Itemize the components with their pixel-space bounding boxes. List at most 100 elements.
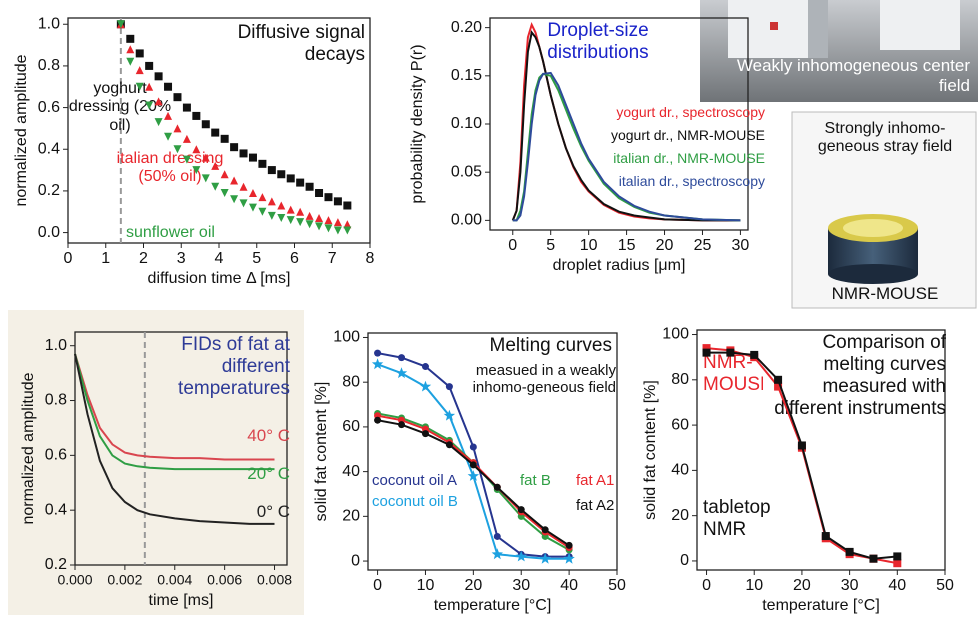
y-tick-label: 0.10 (451, 115, 482, 132)
chart-title: Comparison of melting curves measured wi… (774, 332, 946, 419)
series-label: fat A1 (576, 472, 615, 489)
marker (565, 541, 573, 549)
marker (248, 203, 257, 212)
marker (395, 367, 408, 379)
marker (182, 134, 191, 143)
y-tick-label: 40 (342, 463, 360, 480)
marker (702, 344, 711, 353)
marker (192, 166, 201, 175)
y-tick-label: 80 (671, 371, 689, 388)
series-line (511, 30, 741, 222)
marker (211, 161, 220, 170)
y-tick-label: 0.20 (451, 19, 482, 36)
marker (541, 526, 549, 534)
series-label-box: italian dressing (50% oil) (116, 150, 224, 186)
marker (267, 211, 276, 220)
plot-frame (367, 332, 618, 571)
x-tick-label: 7 (328, 250, 337, 267)
marker (333, 218, 342, 227)
marker (845, 547, 854, 556)
series-label: italian dressing (50% oil) (116, 150, 224, 186)
y-tick-label: 0.00 (451, 212, 482, 229)
marker (135, 82, 144, 91)
marker (220, 170, 229, 179)
marker (145, 101, 154, 110)
marker (296, 207, 305, 216)
y-tick-label: 0 (680, 552, 689, 569)
marker (563, 552, 575, 564)
y-tick-label: 1.0 (38, 15, 60, 32)
x-tick-label: 5 (252, 250, 261, 267)
marker (286, 174, 295, 183)
marker (126, 34, 135, 43)
series-label: tabletop NMR (703, 497, 771, 540)
x-tick-label: 2 (139, 250, 148, 267)
chart-title-box: Comparison of melting curves measured wi… (774, 332, 946, 419)
marker (154, 118, 163, 127)
y-tick-label: 40 (671, 462, 689, 479)
marker (173, 124, 182, 133)
y-tick-label: 0 (351, 552, 360, 569)
device (808, 0, 828, 58)
y-axis-label: normalized amplitude (13, 54, 30, 206)
x-axis-label: diffusion time Δ [ms] (148, 270, 291, 287)
chart-title-box: Melting curves (490, 335, 613, 356)
y-tick-label: 0.0 (38, 224, 60, 241)
marker (343, 201, 352, 210)
plot-frame (696, 329, 946, 571)
y-tick-label: 0.6 (38, 99, 60, 116)
marker (515, 550, 527, 562)
x-tick-label: 0.002 (107, 572, 142, 588)
marker (192, 111, 201, 120)
marker (421, 430, 429, 438)
y-tick-label: 60 (671, 416, 689, 433)
y-axis-label: solid fat content [%] (313, 382, 330, 522)
marker (258, 193, 267, 202)
chart-title: Droplet-size distributions (547, 20, 649, 63)
series-label: coconut oil B (372, 493, 458, 510)
y-tick-label: 80 (342, 373, 360, 390)
photo-caption: Weakly inhomogeneous center field (736, 56, 970, 95)
y-tick-label: 0.15 (451, 67, 482, 84)
series-label-box: tabletop NMR (703, 497, 771, 540)
marker (286, 205, 295, 214)
x-axis-label: droplet radius [μm] (553, 257, 686, 274)
x-tick-label: 15 (618, 237, 636, 254)
series-label-box: yogurt dr., NMR-MOUSE (611, 127, 765, 143)
series-label-box: 40° C (247, 426, 290, 445)
series-label-box: 20° C (247, 464, 290, 483)
x-tick-label: 40 (888, 577, 906, 594)
chart-title-box: Droplet-size distributions (547, 20, 649, 63)
marker (398, 354, 406, 362)
device (880, 0, 960, 50)
marker (164, 132, 173, 141)
plot-frame (74, 331, 288, 566)
marker (201, 120, 210, 129)
marker (277, 170, 286, 179)
x-tick-label: 3 (177, 250, 186, 267)
photo-title-box: Strongly inhomo-geneous stray field (818, 120, 952, 155)
photo-caption-box: Weakly inhomogeneous center field (736, 56, 970, 95)
y-axis-label: normalized amplitude (20, 372, 37, 524)
marker (469, 461, 477, 469)
marker (324, 193, 333, 202)
marker (343, 226, 352, 235)
y-tick-label: 60 (342, 418, 360, 435)
marker (230, 143, 239, 152)
marker (324, 216, 333, 225)
marker (173, 93, 182, 102)
marker (248, 189, 257, 197)
x-tick-label: 20 (793, 577, 811, 594)
y-axis-label: solid fat content [%] (642, 380, 659, 520)
marker (135, 49, 144, 58)
photo-caption-box: NMR-MOUSE (832, 284, 939, 303)
series-line (74, 353, 275, 525)
x-tick-label: 50 (936, 577, 954, 594)
marker (145, 82, 154, 91)
x-tick-label: 10 (417, 577, 435, 594)
marker (305, 220, 314, 229)
y-tick-label: 0.8 (45, 392, 67, 409)
panel-background (8, 310, 304, 615)
marker (750, 350, 759, 359)
